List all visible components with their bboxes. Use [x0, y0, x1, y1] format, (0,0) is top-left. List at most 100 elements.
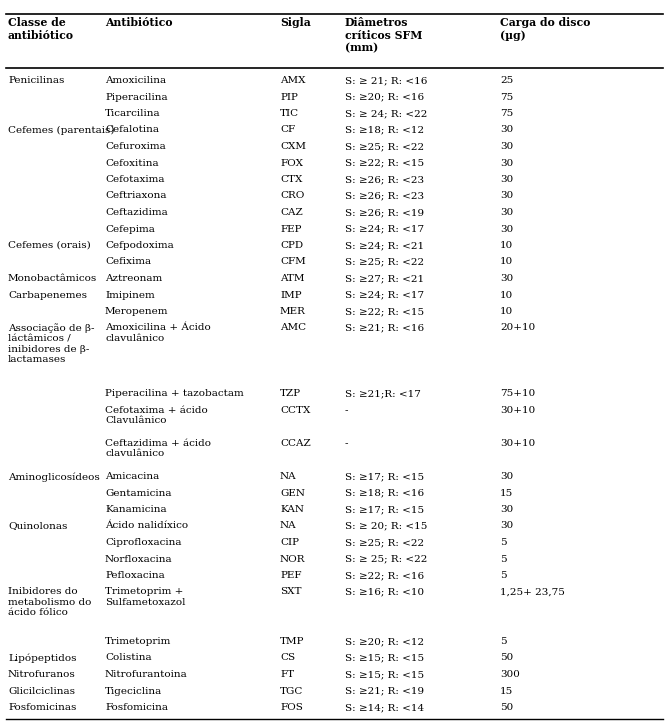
- Text: Piperacilina + tazobactam: Piperacilina + tazobactam: [105, 389, 244, 398]
- Text: S: ≥20; R: <16: S: ≥20; R: <16: [345, 92, 424, 101]
- Text: 10: 10: [500, 307, 513, 316]
- Text: Nitrofuranos: Nitrofuranos: [8, 670, 76, 679]
- Text: 300: 300: [500, 670, 520, 679]
- Text: Ácido nalidíxico: Ácido nalidíxico: [105, 521, 188, 531]
- Text: Quinolonas: Quinolonas: [8, 521, 68, 531]
- Text: Monobactâmicos: Monobactâmicos: [8, 274, 97, 283]
- Text: Ceftazidima + ácido
clavulânico: Ceftazidima + ácido clavulânico: [105, 439, 211, 459]
- Text: 30: 30: [500, 142, 513, 151]
- Text: CF: CF: [280, 125, 295, 135]
- Text: CAZ: CAZ: [280, 208, 303, 217]
- Text: CFM: CFM: [280, 258, 306, 266]
- Text: 5: 5: [500, 555, 506, 563]
- Text: Fosfomicinas: Fosfomicinas: [8, 703, 76, 712]
- Text: S: ≥ 20; R: <15: S: ≥ 20; R: <15: [345, 521, 427, 531]
- Text: 30: 30: [500, 472, 513, 481]
- Text: 75: 75: [500, 109, 513, 118]
- Text: NA: NA: [280, 472, 296, 481]
- Text: Cefpodoxima: Cefpodoxima: [105, 241, 174, 250]
- Text: GEN: GEN: [280, 488, 305, 497]
- Text: S: ≥ 24; R: <22: S: ≥ 24; R: <22: [345, 109, 427, 118]
- Text: CCAZ: CCAZ: [280, 439, 310, 448]
- Text: Carbapenemes: Carbapenemes: [8, 290, 87, 299]
- Text: 25: 25: [500, 76, 513, 85]
- Text: Cefixima: Cefixima: [105, 258, 151, 266]
- Text: Trimetoprim: Trimetoprim: [105, 637, 171, 646]
- Text: Amoxicilina: Amoxicilina: [105, 76, 166, 85]
- Text: S: ≥27; R: <21: S: ≥27; R: <21: [345, 274, 424, 283]
- Text: Nitrofurantoina: Nitrofurantoina: [105, 670, 188, 679]
- Text: SXT: SXT: [280, 587, 302, 596]
- Text: Cefuroxima: Cefuroxima: [105, 142, 166, 151]
- Text: ATM: ATM: [280, 274, 304, 283]
- Text: Kanamicina: Kanamicina: [105, 505, 167, 514]
- Text: 50: 50: [500, 654, 513, 662]
- Text: 75: 75: [500, 92, 513, 101]
- Text: Sigla: Sigla: [280, 17, 310, 28]
- Text: 75+10: 75+10: [500, 389, 535, 398]
- Text: KAN: KAN: [280, 505, 304, 514]
- Text: Lipópeptidos: Lipópeptidos: [8, 654, 76, 663]
- Text: Imipinem: Imipinem: [105, 290, 155, 299]
- Text: NA: NA: [280, 521, 296, 531]
- Text: S: ≥15; R: <15: S: ≥15; R: <15: [345, 654, 424, 662]
- Text: CPD: CPD: [280, 241, 303, 250]
- Text: S: ≥17; R: <15: S: ≥17; R: <15: [345, 472, 424, 481]
- Text: 30: 30: [500, 274, 513, 283]
- Text: Aminoglicosídeos: Aminoglicosídeos: [8, 472, 100, 481]
- Text: Cefoxitina: Cefoxitina: [105, 159, 159, 167]
- Text: S: ≥18; R: <16: S: ≥18; R: <16: [345, 488, 424, 497]
- Text: 50: 50: [500, 703, 513, 712]
- Text: Pefloxacina: Pefloxacina: [105, 571, 165, 580]
- Text: Ticarcilina: Ticarcilina: [105, 109, 161, 118]
- Text: Meropenem: Meropenem: [105, 307, 169, 316]
- Text: Ciprofloxacina: Ciprofloxacina: [105, 538, 181, 547]
- Text: Carga do disco
(µg): Carga do disco (µg): [500, 17, 590, 41]
- Text: Colistina: Colistina: [105, 654, 152, 662]
- Text: S: ≥15; R: <15: S: ≥15; R: <15: [345, 670, 424, 679]
- Text: S: ≥22; R: <16: S: ≥22; R: <16: [345, 571, 424, 580]
- Text: Classe de
antibiótico: Classe de antibiótico: [8, 17, 74, 41]
- Text: S: ≥26; R: <23: S: ≥26; R: <23: [345, 191, 424, 200]
- Text: S: ≥14; R: <14: S: ≥14; R: <14: [345, 703, 424, 712]
- Text: 20+10: 20+10: [500, 323, 535, 333]
- Text: Tigeciclina: Tigeciclina: [105, 687, 163, 695]
- Text: PEF: PEF: [280, 571, 302, 580]
- Text: CCTX: CCTX: [280, 406, 310, 415]
- Text: S: ≥21; R: <19: S: ≥21; R: <19: [345, 687, 424, 695]
- Text: Penicilinas: Penicilinas: [8, 76, 64, 85]
- Text: TIC: TIC: [280, 109, 299, 118]
- Text: Ceftazidima: Ceftazidima: [105, 208, 168, 217]
- Text: CS: CS: [280, 654, 295, 662]
- Text: S: ≥22; R: <15: S: ≥22; R: <15: [345, 159, 424, 167]
- Text: 5: 5: [500, 571, 506, 580]
- Text: 30+10: 30+10: [500, 439, 535, 448]
- Text: 15: 15: [500, 488, 513, 497]
- Text: -: -: [345, 406, 349, 415]
- Text: S: ≥17; R: <15: S: ≥17; R: <15: [345, 505, 424, 514]
- Text: Glicilciclinas: Glicilciclinas: [8, 687, 75, 695]
- Text: FOX: FOX: [280, 159, 303, 167]
- Text: S: ≥16; R: <10: S: ≥16; R: <10: [345, 587, 424, 596]
- Text: Cefotaxima + ácido
Clavulânico: Cefotaxima + ácido Clavulânico: [105, 406, 208, 425]
- Text: Cefemes (parentais): Cefemes (parentais): [8, 125, 114, 135]
- Text: Diâmetros
críticos SFM
(mm): Diâmetros críticos SFM (mm): [345, 17, 422, 54]
- Text: AMX: AMX: [280, 76, 306, 85]
- Text: FEP: FEP: [280, 224, 302, 234]
- Text: Trimetoprim +
Sulfametoxazol: Trimetoprim + Sulfametoxazol: [105, 587, 185, 607]
- Text: Cefalotina: Cefalotina: [105, 125, 159, 135]
- Text: CTX: CTX: [280, 175, 302, 184]
- Text: S: ≥ 21; R: <16: S: ≥ 21; R: <16: [345, 76, 427, 85]
- Text: 5: 5: [500, 637, 506, 646]
- Text: Amoxicilina + Ácido
clavulânico: Amoxicilina + Ácido clavulânico: [105, 323, 211, 343]
- Text: S: ≥21; R: <16: S: ≥21; R: <16: [345, 323, 424, 333]
- Text: Gentamicina: Gentamicina: [105, 488, 171, 497]
- Text: Piperacilina: Piperacilina: [105, 92, 168, 101]
- Text: -: -: [345, 439, 349, 448]
- Text: 30: 30: [500, 191, 513, 200]
- Text: Cefepima: Cefepima: [105, 224, 155, 234]
- Text: FT: FT: [280, 670, 294, 679]
- Text: 15: 15: [500, 687, 513, 695]
- Text: S: ≥25; R: <22: S: ≥25; R: <22: [345, 538, 424, 547]
- Text: S: ≥20; R: <12: S: ≥20; R: <12: [345, 637, 424, 646]
